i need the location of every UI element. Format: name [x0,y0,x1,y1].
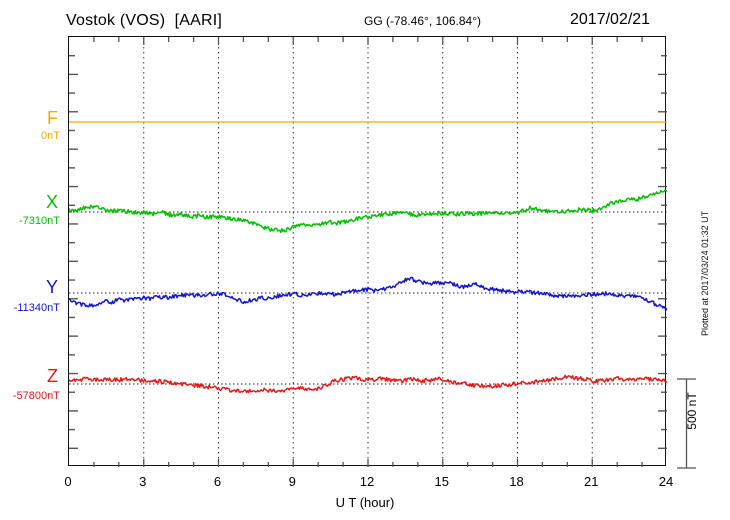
x-tick-label-6: 6 [213,474,222,489]
x-tick-label-24: 24 [658,474,674,489]
station-title: Vostok (VOS) [AARI] [66,12,223,29]
x-tick-label-9: 9 [288,474,296,489]
x-tick-label-21: 21 [584,474,599,489]
scale-bar-glyph [677,378,696,469]
x-tick-label-18: 18 [509,474,524,489]
scale-bar: 500 nT [676,378,702,470]
component-label-Y: Y [45,277,58,297]
component-label-X: X [45,192,58,212]
x-tick-label-15: 15 [434,474,449,489]
component-baseline-F: 0nT [41,130,60,142]
x-axis-title: U T (hour) [335,495,395,510]
component-label-Z: Z [47,366,58,386]
plot-frame [68,36,667,467]
scale-bar-label: 500 nT [685,392,699,430]
trace-layer [69,121,667,394]
component-baseline-X: -7310nT [19,215,60,227]
grid-layer [143,37,593,467]
component-label-F: F [47,108,58,128]
component-baseline-Z: -57800nT [12,390,60,402]
x-tick-label-3: 3 [139,474,147,489]
magnetogram-plot [69,37,667,467]
observation-date: 2017/02/21 [570,11,651,28]
component-baseline-Y: -11340nT [13,302,60,314]
axis-ticks-layer [69,37,667,467]
geographic-coordinates: GG (-78.46°, 106.84°) [364,14,481,28]
x-tick-label-0: 0 [64,474,72,489]
x-tick-label-12: 12 [359,474,375,489]
plotted-timestamp: Plotted at 2017/03/24 01:32 UT [700,210,710,336]
